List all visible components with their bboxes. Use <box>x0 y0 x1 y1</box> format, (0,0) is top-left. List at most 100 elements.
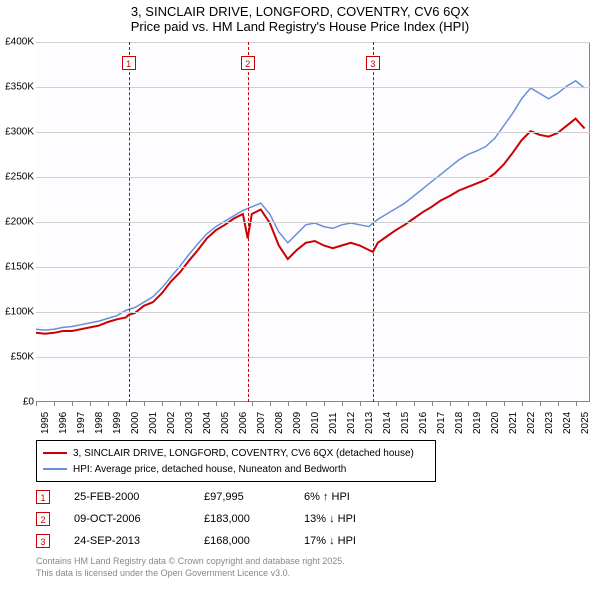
transaction-price: £183,000 <box>204 513 304 525</box>
x-tick <box>540 402 541 406</box>
x-tick <box>468 402 469 406</box>
y-axis-label: £0 <box>0 397 34 408</box>
x-axis-label: 2020 <box>490 412 501 434</box>
legend-row-hpi: HPI: Average price, detached house, Nune… <box>43 461 429 477</box>
chart-svg <box>36 43 590 403</box>
x-tick <box>216 402 217 406</box>
x-axis-label: 2002 <box>166 412 177 434</box>
marker-box: 1 <box>122 56 136 70</box>
legend-row-property: 3, SINCLAIR DRIVE, LONGFORD, COVENTRY, C… <box>43 445 429 461</box>
x-axis-label: 2016 <box>418 412 429 434</box>
transaction-date: 25-FEB-2000 <box>74 491 204 503</box>
y-axis-label: £300K <box>0 127 34 138</box>
transaction-price: £168,000 <box>204 535 304 547</box>
transaction-date: 09-OCT-2006 <box>74 513 204 525</box>
gridline <box>36 42 590 43</box>
x-tick <box>162 402 163 406</box>
x-axis-label: 2014 <box>382 412 393 434</box>
x-axis-label: 2017 <box>436 412 447 434</box>
x-tick <box>198 402 199 406</box>
x-tick <box>486 402 487 406</box>
x-tick <box>90 402 91 406</box>
transaction-delta: 6% ↑ HPI <box>304 491 414 503</box>
x-axis-label: 2003 <box>184 412 195 434</box>
x-axis-label: 2008 <box>274 412 285 434</box>
y-axis-label: £100K <box>0 307 34 318</box>
x-tick <box>324 402 325 406</box>
legend-label-property: 3, SINCLAIR DRIVE, LONGFORD, COVENTRY, C… <box>73 448 414 459</box>
x-axis-label: 1997 <box>76 412 87 434</box>
transaction-marker: 2 <box>36 512 50 526</box>
y-axis-label: £400K <box>0 37 34 48</box>
x-axis-label: 2010 <box>310 412 321 434</box>
x-tick <box>432 402 433 406</box>
x-axis-label: 2023 <box>544 412 555 434</box>
x-tick <box>180 402 181 406</box>
x-tick <box>450 402 451 406</box>
x-axis-label: 2009 <box>292 412 303 434</box>
x-tick <box>288 402 289 406</box>
legend-swatch-hpi <box>43 468 67 470</box>
gridline <box>36 357 590 358</box>
series-line-property <box>36 119 585 334</box>
gridline <box>36 312 590 313</box>
marker-box: 2 <box>241 56 255 70</box>
x-axis-label: 2019 <box>472 412 483 434</box>
legend-swatch-property <box>43 452 67 454</box>
transaction-marker: 3 <box>36 534 50 548</box>
gridline <box>36 87 590 88</box>
x-axis-label: 2007 <box>256 412 267 434</box>
x-axis-label: 1995 <box>40 412 51 434</box>
marker-line <box>129 42 130 402</box>
x-axis-label: 2015 <box>400 412 411 434</box>
title-line-1: 3, SINCLAIR DRIVE, LONGFORD, COVENTRY, C… <box>0 4 600 19</box>
y-axis-label: £350K <box>0 82 34 93</box>
series-line-hpi <box>36 81 585 330</box>
x-tick <box>414 402 415 406</box>
x-tick <box>252 402 253 406</box>
x-tick <box>576 402 577 406</box>
x-axis-label: 1998 <box>94 412 105 434</box>
transaction-date: 24-SEP-2013 <box>74 535 204 547</box>
x-tick <box>72 402 73 406</box>
marker-box: 3 <box>366 56 380 70</box>
footer: Contains HM Land Registry data © Crown c… <box>36 556 345 579</box>
transaction-marker: 1 <box>36 490 50 504</box>
x-axis-label: 2006 <box>238 412 249 434</box>
x-tick <box>522 402 523 406</box>
legend-label-hpi: HPI: Average price, detached house, Nune… <box>73 464 346 475</box>
x-tick <box>306 402 307 406</box>
transaction-table: 125-FEB-2000£97,9956% ↑ HPI209-OCT-2006£… <box>36 486 414 552</box>
x-axis-label: 2012 <box>346 412 357 434</box>
footer-line-1: Contains HM Land Registry data © Crown c… <box>36 556 345 568</box>
x-axis-label: 2013 <box>364 412 375 434</box>
x-tick <box>234 402 235 406</box>
transaction-row: 125-FEB-2000£97,9956% ↑ HPI <box>36 486 414 508</box>
x-tick <box>36 402 37 406</box>
x-axis-label: 2000 <box>130 412 141 434</box>
x-tick <box>378 402 379 406</box>
transaction-row: 209-OCT-2006£183,00013% ↓ HPI <box>36 508 414 530</box>
x-tick <box>558 402 559 406</box>
footer-line-2: This data is licensed under the Open Gov… <box>36 568 345 580</box>
marker-line <box>248 42 249 402</box>
y-axis-label: £150K <box>0 262 34 273</box>
x-axis-label: 1996 <box>58 412 69 434</box>
x-axis-label: 2005 <box>220 412 231 434</box>
y-axis-label: £250K <box>0 172 34 183</box>
x-axis-label: 2021 <box>508 412 519 434</box>
chart-container: 3, SINCLAIR DRIVE, LONGFORD, COVENTRY, C… <box>0 0 600 590</box>
legend: 3, SINCLAIR DRIVE, LONGFORD, COVENTRY, C… <box>36 440 436 482</box>
x-tick <box>342 402 343 406</box>
x-axis-label: 2022 <box>526 412 537 434</box>
x-axis-label: 2011 <box>328 412 339 434</box>
gridline <box>36 177 590 178</box>
x-axis-label: 2024 <box>562 412 573 434</box>
title-line-2: Price paid vs. HM Land Registry's House … <box>0 19 600 34</box>
x-tick <box>108 402 109 406</box>
x-tick <box>504 402 505 406</box>
marker-line <box>373 42 374 402</box>
x-axis-label: 2001 <box>148 412 159 434</box>
y-axis-label: £200K <box>0 217 34 228</box>
x-tick <box>396 402 397 406</box>
